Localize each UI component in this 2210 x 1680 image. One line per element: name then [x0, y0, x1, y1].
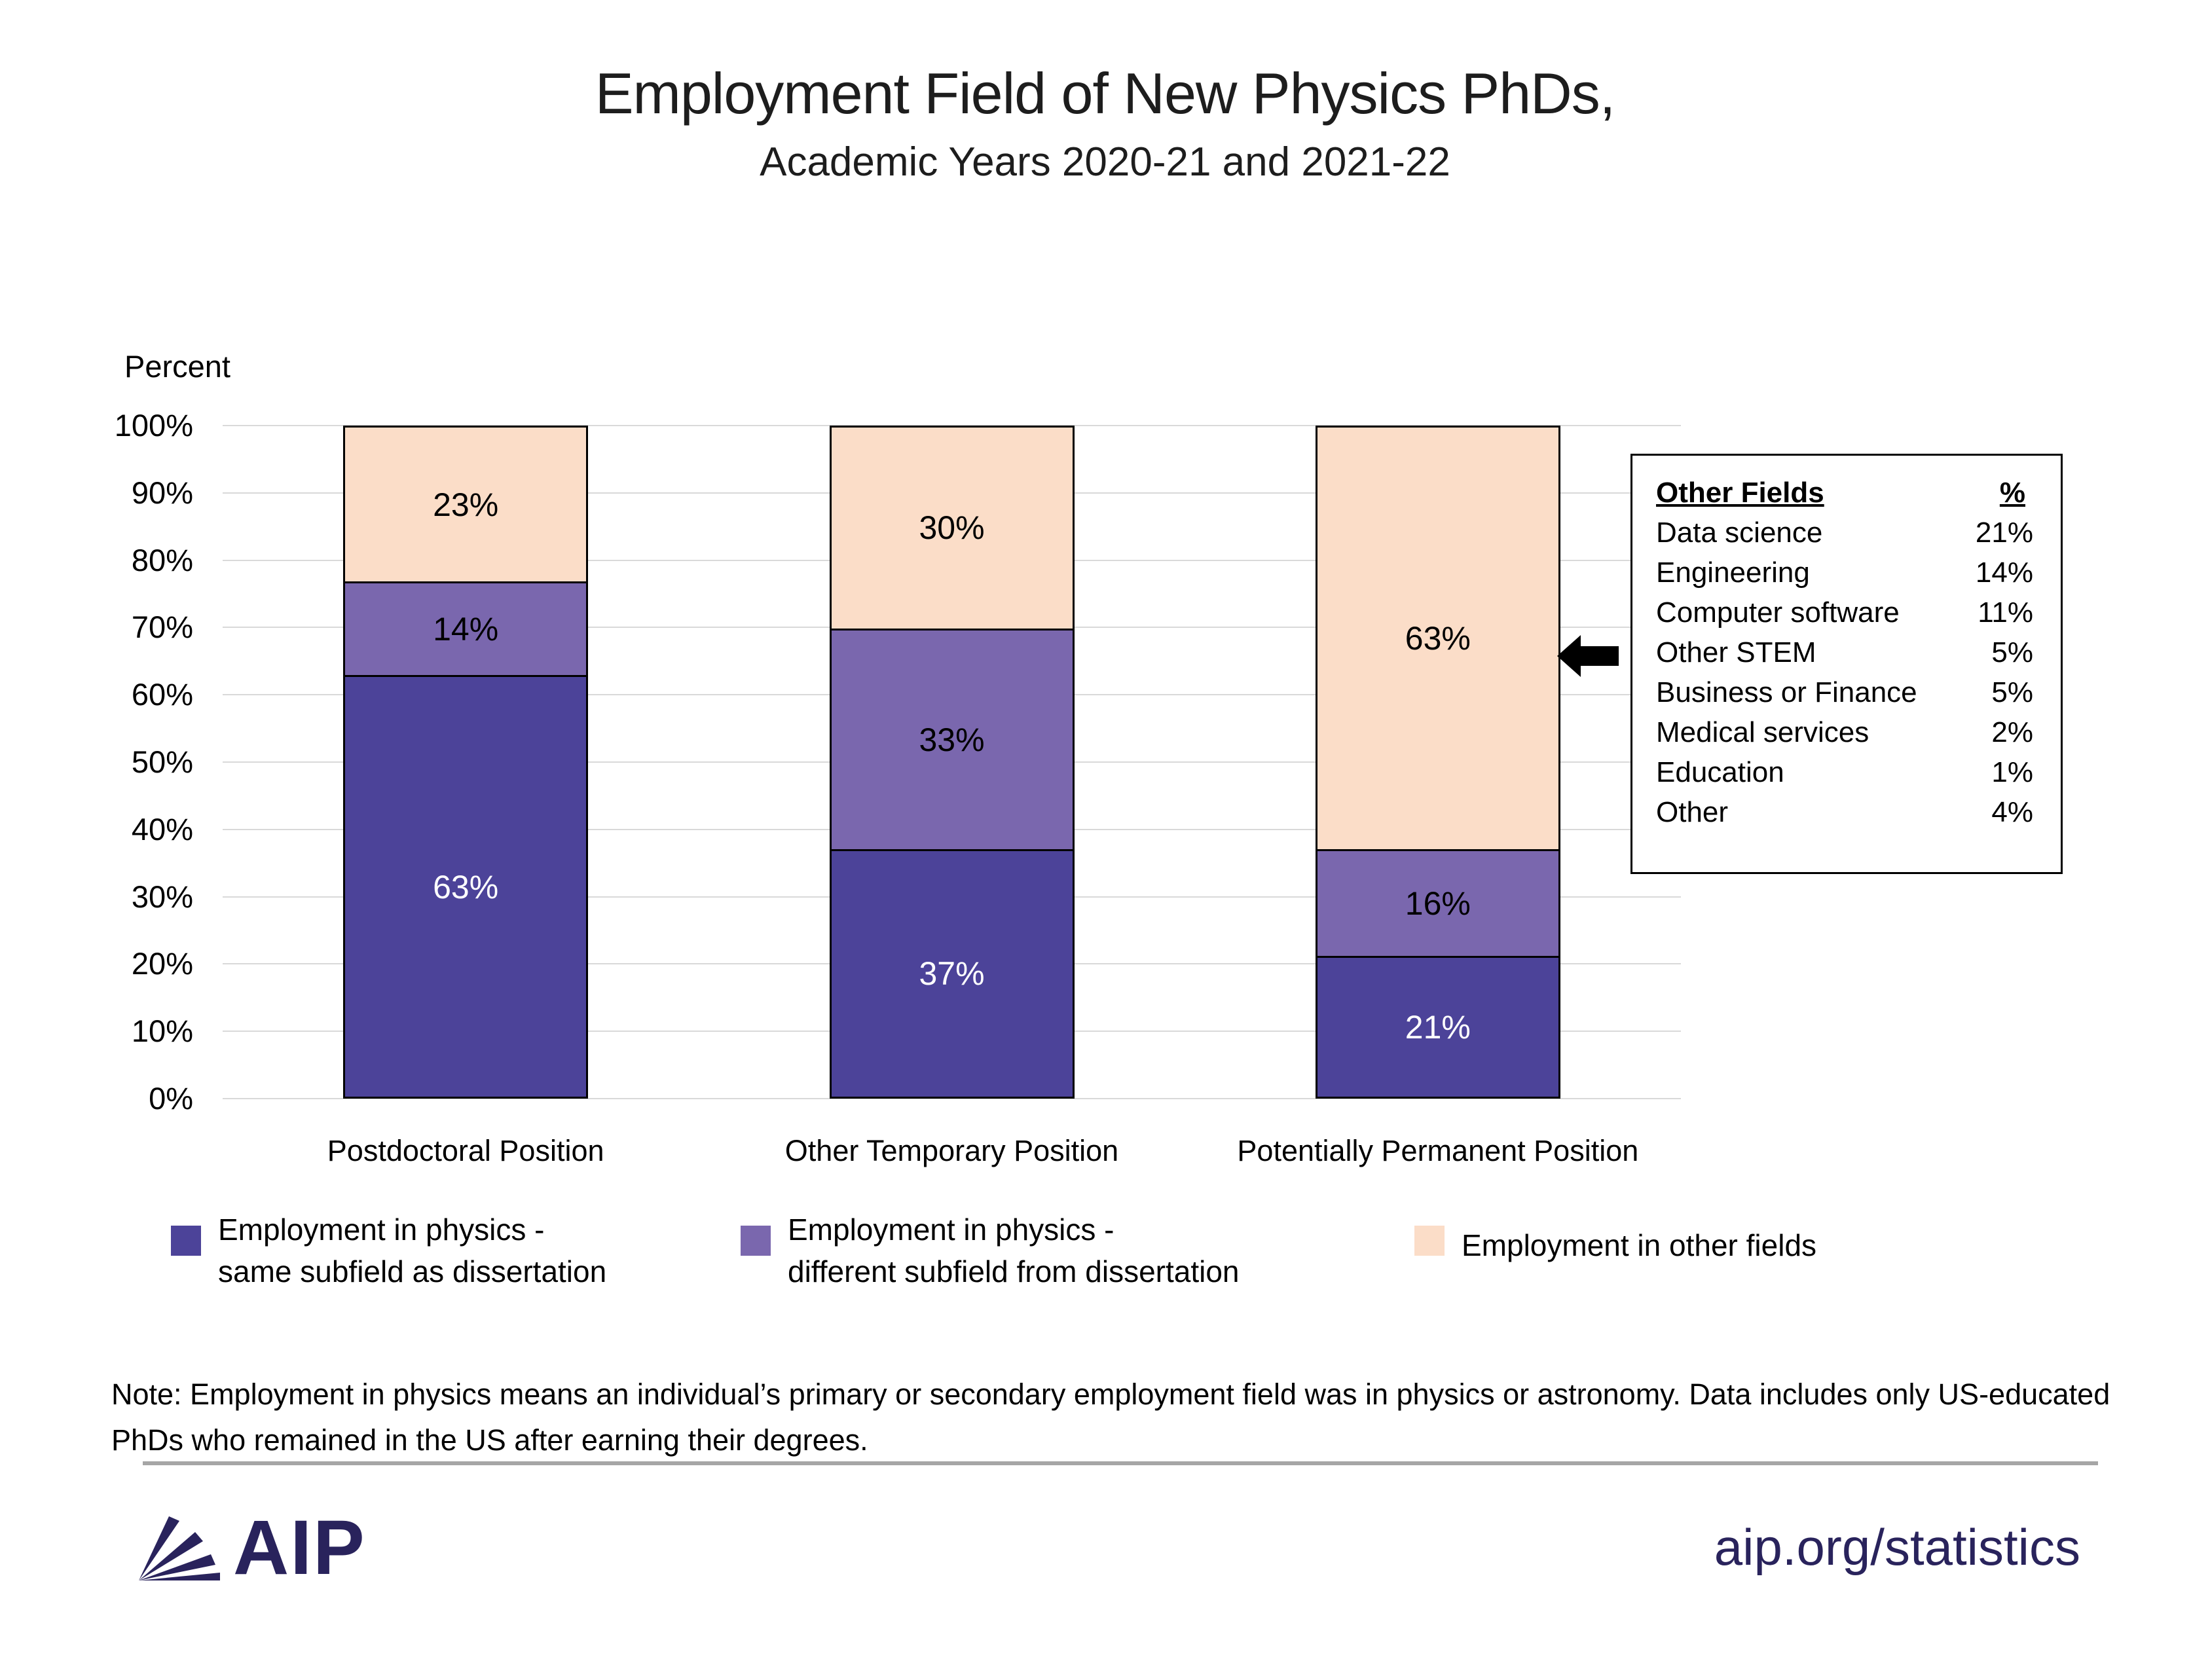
callout-arrow-icon — [1557, 635, 1619, 677]
bar-segment-value-label: 63% — [433, 868, 499, 905]
legend-swatch-icon — [1414, 1226, 1445, 1256]
stacked-bar: 30% 33% 37% — [829, 426, 1075, 1099]
field-percent: 11% — [1978, 596, 2033, 629]
y-axis-tick: 20% — [131, 946, 193, 981]
field-name: Engineering — [1656, 557, 1810, 589]
field-percent: 2% — [1991, 716, 2033, 748]
category-label: Other Temporary Position — [784, 1134, 1119, 1167]
other-fields-row: Education 1% — [1656, 752, 2033, 792]
field-percent: 5% — [1991, 676, 2033, 708]
other-fields-table: Other Fields% Data science 21% Engineering 1… — [1630, 454, 2063, 874]
other-fields-row: Computer software 11% — [1656, 593, 2033, 632]
field-percent: 1% — [1991, 756, 2033, 788]
field-percent: 5% — [1991, 636, 2033, 668]
y-axis-tick: 40% — [131, 811, 193, 847]
field-name: Business or Finance — [1656, 676, 1917, 708]
legend-label: Employment in physics - different subfiel… — [788, 1209, 1240, 1292]
footer-divider — [143, 1461, 2098, 1465]
legend-label: Employment in other fields — [1462, 1209, 1816, 1266]
field-name: Education — [1656, 756, 1784, 788]
y-axis-tick: 0% — [149, 1081, 193, 1116]
y-axis-unit-label: Percent — [124, 349, 230, 384]
chart-title: Employment Field of New Physics PhDs, — [595, 61, 1615, 126]
y-axis-tick: 30% — [131, 879, 193, 914]
field-percent: % — [1999, 477, 2025, 509]
legend-label-line: Employment in physics - — [218, 1213, 545, 1247]
bar-segment-value-label: 33% — [919, 721, 985, 758]
bar-segment: 63% — [345, 675, 587, 1097]
bar-segment-value-label: 16% — [1405, 885, 1471, 922]
bar-segment: 23% — [345, 428, 587, 582]
legend-label: Employment in physics - same subfield as … — [218, 1209, 606, 1292]
aip-logo-rays-icon — [139, 1516, 220, 1580]
legend-label-line: Employment in physics - — [788, 1213, 1114, 1247]
bar-segment-value-label: 30% — [919, 509, 985, 547]
bar-segment: 37% — [831, 849, 1073, 1097]
aip-logo-wordmark: AIP — [233, 1505, 366, 1591]
legend-swatch-icon — [171, 1226, 201, 1256]
aip-logo: AIP — [138, 1505, 366, 1591]
statistics-link[interactable]: aip.org/statistics — [1714, 1518, 2080, 1576]
bar-segment-value-label: 21% — [1405, 1009, 1471, 1046]
bar-segment: 63% — [1317, 428, 1558, 849]
bar-segment: 16% — [1317, 849, 1558, 957]
bar-segment-value-label: 63% — [1405, 619, 1471, 657]
y-axis-tick: 60% — [131, 677, 193, 712]
other-fields-header-row: Other Fields% — [1656, 473, 2033, 513]
field-name: Other STEM — [1656, 636, 1816, 668]
stacked-bar: 23% 14% 63% — [343, 426, 589, 1099]
legend-label-line: Employment in other fields — [1462, 1228, 1817, 1262]
plot-area: 23% 14% 63% 30% 33% 37% 63% 16% 21% — [223, 425, 1681, 1099]
gridline — [223, 1098, 1681, 1099]
other-fields-row: Business or Finance 5% — [1656, 672, 2033, 712]
legend-item: Employment in other fields — [1414, 1209, 1816, 1266]
bar-segment: 33% — [831, 628, 1073, 849]
category-label: Postdoctoral Position — [327, 1134, 604, 1167]
bar-segment: 21% — [1317, 956, 1558, 1097]
bar-segment: 14% — [345, 581, 587, 676]
field-name: Computer software — [1656, 596, 1900, 629]
legend-label-line: different subfield from dissertation — [788, 1254, 1240, 1288]
field-name: Medical services — [1656, 716, 1869, 748]
legend-item: Employment in physics - different subfiel… — [741, 1209, 1240, 1292]
other-fields-row: Other STEM 5% — [1656, 632, 2033, 672]
y-axis-tick: 10% — [131, 1013, 193, 1049]
bar-segment-value-label: 23% — [433, 486, 499, 523]
y-axis-tick: 70% — [131, 610, 193, 645]
field-percent: 14% — [1975, 557, 2033, 589]
field-name: Data science — [1656, 517, 1823, 549]
legend-swatch-icon — [741, 1226, 771, 1256]
bar-segment-value-label: 14% — [433, 611, 499, 648]
y-axis-tick: 100% — [114, 408, 193, 443]
bar-segment-value-label: 37% — [919, 955, 985, 993]
other-fields-row: Medical services 2% — [1656, 712, 2033, 752]
y-axis-tick: 90% — [131, 475, 193, 510]
field-name: Other — [1656, 796, 1729, 828]
field-name: Other Fields — [1656, 477, 1824, 509]
legend-label-line: same subfield as dissertation — [218, 1254, 607, 1288]
field-percent: 21% — [1975, 517, 2033, 549]
chart-subtitle: Academic Years 2020-21 and 2021-22 — [760, 139, 1450, 185]
other-fields-row: Data science 21% — [1656, 513, 2033, 553]
category-label: Potentially Permanent Position — [1237, 1134, 1639, 1167]
footnote: Note: Employment in physics means an ind… — [111, 1378, 2110, 1457]
stacked-bar: 63% 16% 21% — [1315, 426, 1560, 1099]
legend-item: Employment in physics - same subfield as … — [171, 1209, 606, 1292]
bar-segment: 30% — [831, 428, 1073, 629]
y-axis-tick: 50% — [131, 744, 193, 779]
other-fields-row: Engineering 14% — [1656, 553, 2033, 593]
y-axis-tick: 80% — [131, 542, 193, 577]
other-fields-row: Other 4% — [1656, 792, 2033, 832]
field-percent: 4% — [1991, 796, 2033, 828]
